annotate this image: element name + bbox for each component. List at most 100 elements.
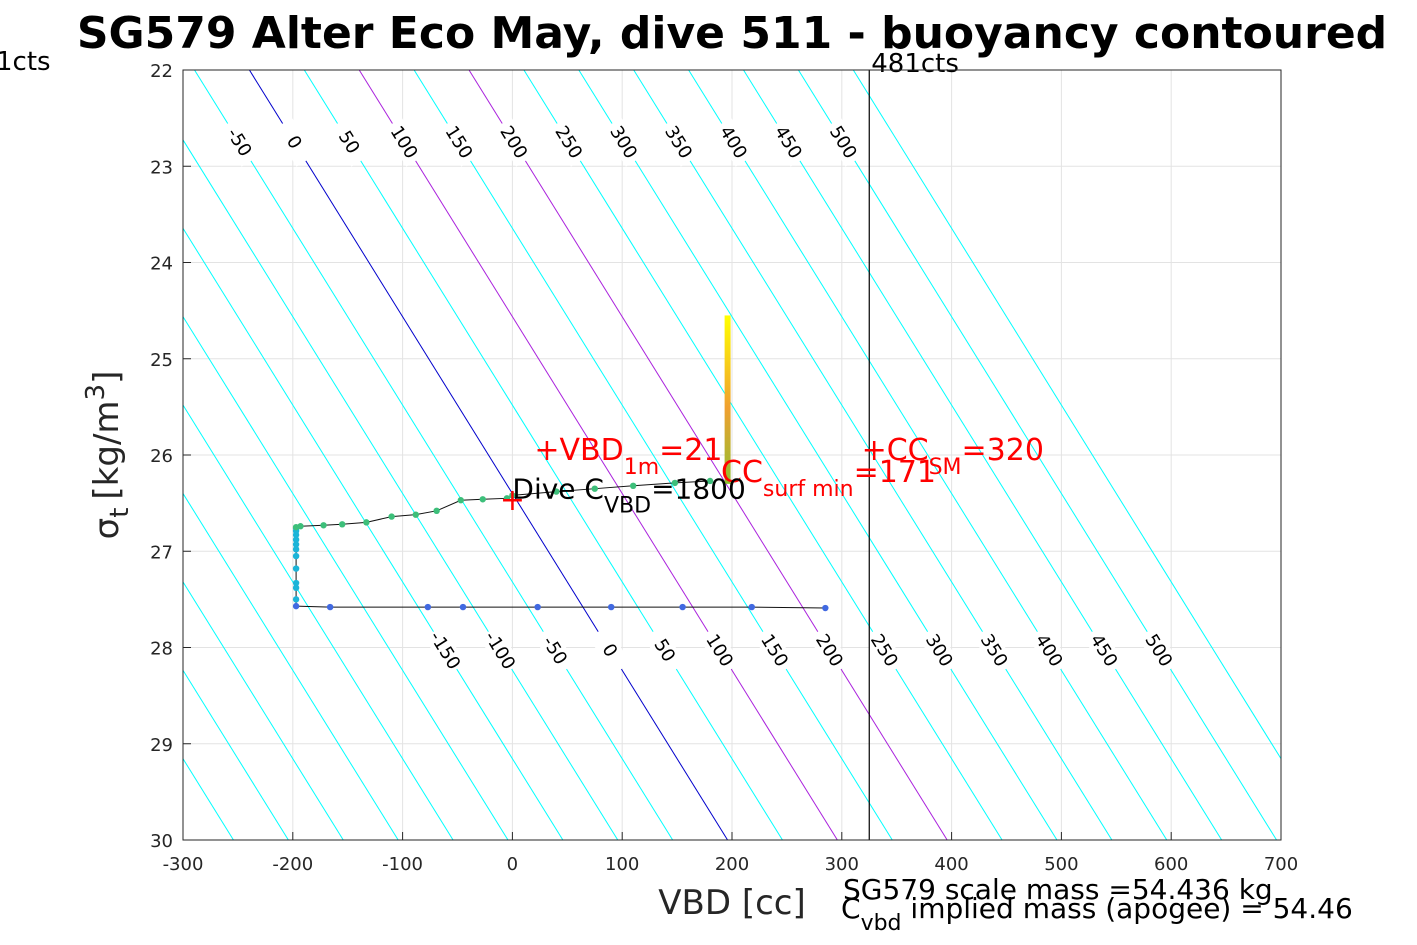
data-point-s0-1: [748, 603, 755, 611]
footer-cvbd-sub: vbd: [861, 911, 902, 936]
chart-title: SG579 Alter Eco May, dive 511 - buoyancy…: [77, 8, 1387, 59]
contour-bottom-label-bg-3: [588, 625, 631, 675]
data-point-s2-3: [339, 521, 346, 528]
y-tick-label-8: 30: [150, 831, 173, 852]
y-tick-label-0: 22: [150, 61, 173, 82]
footer-implied-mass-text: implied mass (apogee) = 54.46: [902, 892, 1353, 925]
y-axis-ticks: 22 23 24 25 26 27 28 29 30: [150, 61, 191, 852]
contour-line-12: [358, 70, 838, 840]
contour-line-13: [413, 70, 893, 840]
data-point-s2-11: [509, 492, 516, 499]
contour-line-21: [852, 70, 1281, 760]
annotation-vbd1m-value: =21: [659, 433, 722, 468]
data-point-s0-8: [292, 602, 300, 610]
data-point-s1-5: [292, 546, 300, 553]
annotation-vbd1m-sub: 1m: [624, 455, 659, 480]
apogee-bar: [724, 315, 731, 484]
y-tick-label-3: 25: [150, 350, 173, 371]
y-axis-label-sup: 3: [81, 384, 111, 401]
x-tick-label-3: 0: [507, 854, 518, 875]
contour-line-16: [578, 70, 1058, 840]
data-point-s2-13: [591, 485, 598, 492]
left-cts-label: 1cts: [0, 47, 51, 77]
x-axis-label: VBD [cc]: [658, 883, 806, 923]
x-axis-ticks: -300 -200 -100 0 100 200 300 400 500 600 700: [163, 832, 1298, 875]
contour-line-5: [183, 404, 454, 840]
data-point-s2-10: [503, 495, 511, 502]
y-axis-label-units: [kg/m: [87, 400, 127, 499]
y-tick-label-7: 29: [150, 735, 173, 756]
contour-top-label-bg-17: [767, 117, 810, 167]
contour-line-20: [797, 70, 1277, 840]
data-point-s1-4: [292, 552, 300, 560]
data-point-s0-7: [326, 603, 334, 611]
contour-bottom-label-bg-1: [479, 625, 521, 675]
contour-bottom-label-bg-11: [1028, 625, 1070, 675]
data-point-s2-8: [457, 497, 464, 504]
data-point-s0-0: [822, 604, 829, 612]
annotation-red-marker: +: [500, 483, 525, 518]
y-tick-label-6: 28: [150, 639, 173, 660]
x-tick-label-5: 200: [715, 854, 749, 875]
x-tick-label-8: 500: [1044, 854, 1078, 875]
data-point-s0-2: [679, 603, 686, 611]
data-point-s0-5: [459, 603, 467, 611]
footer-implied-mass: Cvbd implied mass (apogee) = 54.46: [841, 892, 1353, 936]
contour-bottom-label-bg-6: [753, 625, 796, 675]
annotation-cc-sm: +CCSM=320: [862, 433, 1044, 480]
data-point-s2-6: [412, 511, 419, 518]
y-axis-label: σt [kg/m3]: [81, 371, 135, 540]
annotation-cc-sm-value: =320: [962, 433, 1044, 468]
data-point-s2-9: [479, 496, 486, 503]
contour-line-11: [303, 70, 783, 840]
y-axis-label-symbol: σ: [87, 518, 127, 540]
contour-bottom-label-bg-13: [1137, 625, 1180, 675]
data-point-s2-15: [671, 479, 679, 487]
contour-top-label-bg-14: [602, 117, 645, 167]
data-point-s1-6: [292, 541, 300, 548]
annotation-cc-sm-sub: SM: [929, 455, 962, 480]
contour-top-label-bg-10: [383, 117, 425, 167]
data-point-s2-16: [706, 477, 714, 485]
buoyancy-contours: [183, 70, 1281, 840]
x-tick-label-10: 700: [1264, 854, 1298, 875]
contour-line-4: [183, 492, 399, 840]
contour-bottom-label-bg-0: [424, 625, 467, 675]
contour-top-label-bg-8: [273, 117, 316, 167]
contour-bottom-label-bg-5: [698, 625, 741, 675]
contour-top-label-bg-9: [328, 117, 371, 167]
data-point-s2-14: [629, 482, 637, 489]
footer-scale-mass: SG579 scale mass =54.436 kg: [843, 873, 1273, 906]
reference-line-label: 481cts: [871, 49, 959, 79]
data-point-s2-1: [297, 523, 304, 530]
data-point-s1-3: [292, 565, 300, 572]
footer-cvbd-c: C: [841, 892, 861, 925]
data-point-s2-7: [433, 507, 440, 515]
x-tick-label-0: -300: [163, 854, 204, 875]
annotation-cc-surf-min-value: =171: [854, 455, 936, 490]
contour-line-7: [183, 227, 564, 840]
x-tick-label-6: 300: [825, 854, 859, 875]
contour-line-2: [183, 669, 289, 840]
contour-top-label-bg-16: [712, 117, 755, 167]
x-tick-label-1: -200: [272, 854, 313, 875]
x-tick-label-7: 400: [934, 854, 968, 875]
contour-bottom-label-bg-2: [533, 625, 576, 675]
data-point-s2-5: [388, 513, 395, 520]
y-axis-label-sub: t: [105, 508, 135, 518]
y-tick-label-1: 23: [150, 157, 173, 178]
contour-bottom-label-bg-9: [918, 625, 961, 675]
reference-line-group: 481cts: [868, 49, 959, 840]
contour-top-label-bg-12: [492, 117, 535, 167]
x-tick-label-2: -100: [382, 854, 423, 875]
annotation-cc-surf-min-sub: surf min: [763, 477, 854, 502]
data-point-s0-3: [608, 603, 615, 611]
data-point-s2-12: [553, 488, 560, 495]
contour-line-9: [194, 70, 674, 840]
annotation-vbd1m: +VBD1m=21: [534, 433, 722, 480]
contour-line-3: [183, 580, 344, 840]
annotation-dive-cvbd-main: Dive C: [512, 472, 604, 505]
annotation-dive-cvbd-sub: VBD: [604, 493, 651, 518]
